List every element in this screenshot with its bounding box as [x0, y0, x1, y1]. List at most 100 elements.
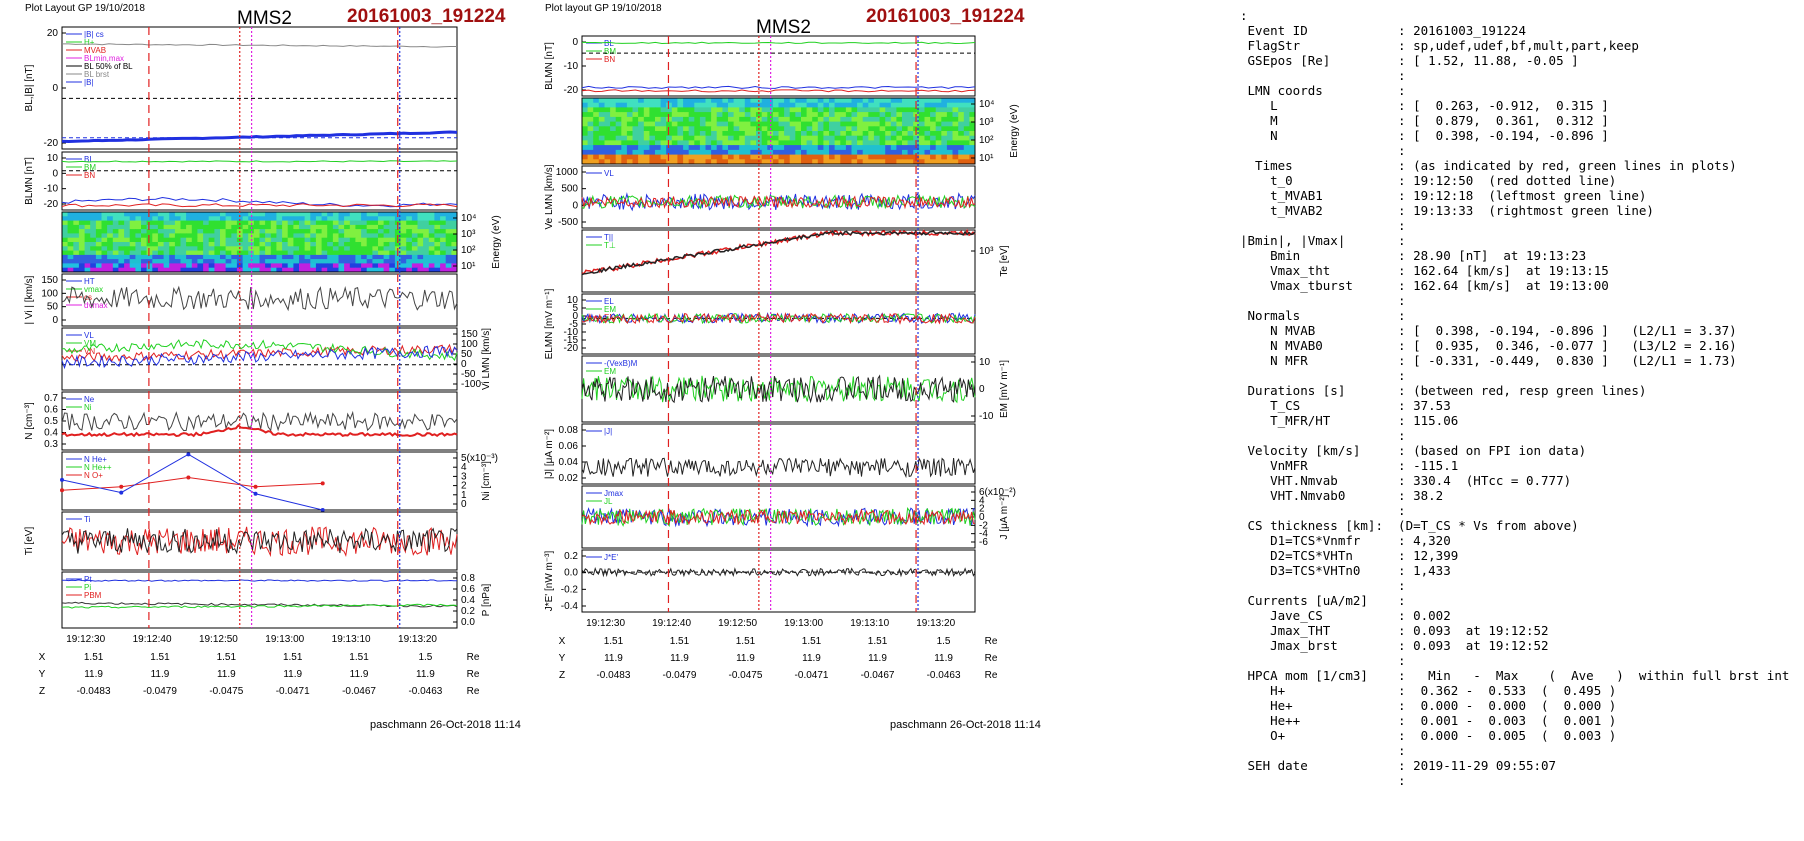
spectrogram-cell	[666, 154, 673, 160]
spectrogram-cell	[440, 237, 447, 243]
spectrogram-cell	[124, 224, 131, 230]
spectrogram-cell	[383, 233, 390, 239]
spectrogram-cell	[372, 220, 379, 226]
series-jmag	[581, 456, 976, 479]
info-line: Jmax_THT : 0.093 at 19:12:52	[1240, 623, 1549, 638]
spectrogram-cell	[935, 159, 942, 165]
spectrogram-cell	[90, 263, 97, 269]
spectrogram-cell	[829, 107, 836, 113]
spectrogram-cell	[829, 126, 836, 132]
spectrogram-cell	[78, 216, 85, 222]
spectrogram-cell	[366, 242, 373, 247]
spectrogram-cell	[378, 242, 385, 247]
spectrogram-cell	[823, 154, 830, 160]
spectrogram-cell	[287, 263, 294, 269]
spectrogram-cell	[157, 224, 164, 230]
spectrogram-cell	[963, 149, 970, 156]
point-o	[119, 490, 124, 495]
spectrogram-cell	[778, 145, 785, 151]
spectrogram-cell	[907, 121, 914, 127]
spectrogram-cell	[332, 263, 339, 269]
spectrogram-cell	[445, 267, 452, 273]
spectrogram-cell	[315, 229, 322, 234]
spectrogram-cell	[598, 135, 605, 141]
spectrogram-cell	[135, 233, 142, 239]
spectrogram	[62, 212, 458, 273]
spectrogram-cell	[615, 154, 622, 160]
spectrogram-cell	[610, 145, 617, 151]
y-tick-label: 10³	[979, 117, 994, 128]
spectrogram-cell	[406, 259, 413, 264]
spectrogram-cell	[169, 220, 176, 226]
spectrogram-cell	[868, 145, 875, 151]
spectrogram-cell	[361, 237, 368, 243]
spectrogram-cell	[214, 267, 221, 273]
spectrogram-cell	[361, 259, 368, 264]
spectrogram-cell	[840, 98, 847, 104]
spectrogram-cell	[423, 233, 430, 239]
spectrogram-cell	[417, 216, 424, 222]
spectrogram-cell	[315, 212, 322, 217]
spectrogram-cell	[366, 267, 373, 273]
spectrogram-cell	[716, 140, 723, 146]
spectrogram-cell	[739, 116, 746, 123]
spectrogram-cell	[806, 98, 813, 104]
spectrogram-cell	[361, 263, 368, 269]
spectrogram-cell	[699, 140, 706, 146]
spectrogram-cell	[632, 149, 639, 156]
spectrogram-cell	[862, 154, 869, 160]
spectrogram-cell	[231, 216, 238, 222]
series-ti	[61, 527, 458, 555]
spectrogram-cell	[112, 242, 119, 247]
spectrogram-cell	[604, 159, 611, 165]
spectrogram-cell	[626, 154, 633, 160]
spectrogram-cell	[722, 145, 729, 151]
spectrogram-cell	[688, 98, 695, 104]
spectrogram-cell	[722, 102, 729, 108]
spectrogram-cell	[146, 259, 153, 264]
info-line: :	[1240, 143, 1406, 158]
info-line: N MVAB0 : [ 0.935, 0.346, -0.077 ] (L3/L…	[1240, 338, 1737, 353]
spectrogram-cell	[969, 126, 976, 132]
spectrogram-cell	[270, 259, 277, 264]
spectrogram-cell	[152, 254, 159, 260]
spectrogram-cell	[124, 212, 131, 217]
position-value: -0.0467	[861, 670, 895, 681]
spectrogram-cell	[739, 98, 746, 104]
spectrogram-cell	[95, 233, 102, 239]
info-line: HPCA mom [1/cm3] : Min - Max ( Ave ) wit…	[1240, 668, 1790, 683]
y-tick-label: 2	[461, 481, 467, 492]
spectrogram-cell	[152, 263, 159, 269]
spectrogram-cell	[84, 233, 91, 239]
spectrogram-cell	[671, 112, 678, 118]
spectrogram-cell	[778, 121, 785, 127]
spectrogram-cell	[705, 121, 712, 127]
spectrogram-cell	[361, 250, 368, 256]
spectrogram-cell	[304, 242, 311, 247]
spectrogram-cell	[90, 216, 97, 222]
spectrogram-cell	[722, 159, 729, 165]
spectrogram-cell	[638, 121, 645, 127]
spectrogram-cell	[146, 229, 153, 234]
spectrogram-cell	[253, 246, 260, 252]
spectrogram-cell	[270, 212, 277, 217]
position-value: -0.0463	[927, 670, 961, 681]
spectrogram-cell	[638, 154, 645, 160]
spectrogram-cell	[638, 135, 645, 141]
spectrogram-cell	[632, 116, 639, 123]
spectrogram-cell	[660, 131, 667, 137]
spectrogram-cell	[812, 121, 819, 127]
spectrogram-cell	[78, 246, 85, 252]
spectrogram-cell	[299, 220, 306, 226]
spectrogram-cell	[417, 212, 424, 217]
spectrogram-cell	[197, 224, 204, 230]
spectrogram-cell	[671, 154, 678, 160]
spectrogram-cell	[315, 220, 322, 226]
spectrogram-cell	[817, 131, 824, 137]
spectrogram-cell	[699, 149, 706, 156]
spectrogram-cell	[372, 224, 379, 230]
spectrogram-cell	[338, 254, 345, 260]
spectrogram-cell	[946, 116, 953, 123]
spectrogram-cell	[638, 112, 645, 118]
